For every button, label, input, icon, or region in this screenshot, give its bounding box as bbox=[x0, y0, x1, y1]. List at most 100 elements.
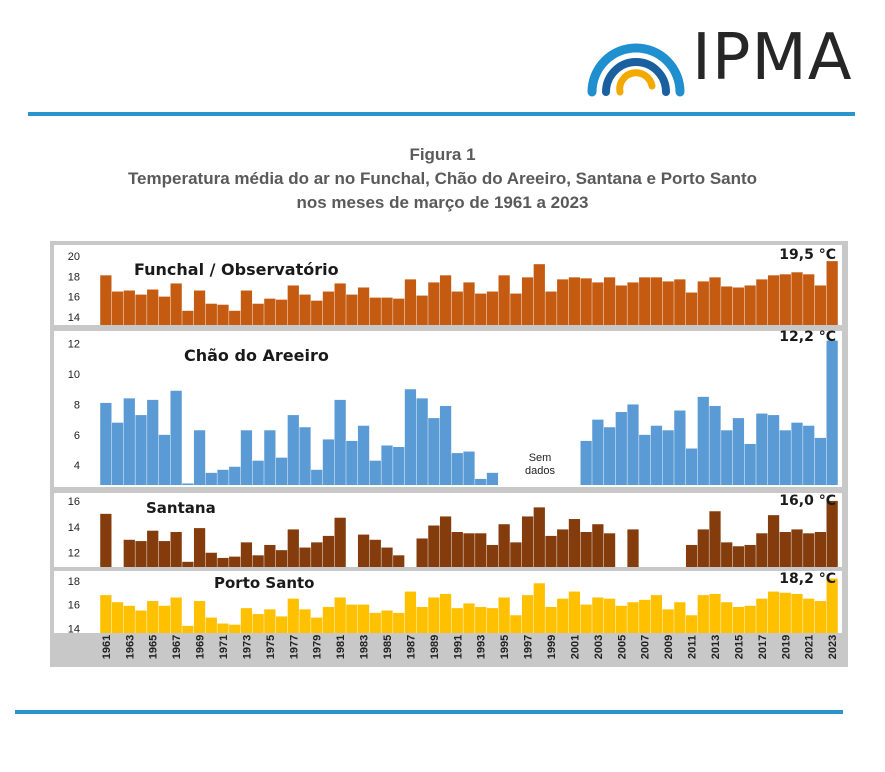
porto-santo-bar-1998 bbox=[533, 583, 545, 633]
chao-do-areeiro-bar-1989 bbox=[428, 418, 440, 485]
x-tick-1979: 1979 bbox=[312, 635, 324, 659]
chao-do-areeiro-bar-2007 bbox=[639, 434, 651, 485]
x-tick-2007: 2007 bbox=[640, 635, 652, 659]
bottom-divider bbox=[15, 710, 843, 714]
x-tick-1965: 1965 bbox=[148, 635, 160, 659]
chao-do-areeiro-bar-2021 bbox=[803, 425, 815, 485]
santana-bar-2011 bbox=[685, 544, 698, 567]
x-tick-1967: 1967 bbox=[171, 635, 183, 659]
santana-bar-1981 bbox=[334, 517, 346, 567]
top-divider bbox=[28, 112, 855, 116]
figure-title-line1: Temperatura média do ar no Funchal, Chão… bbox=[127, 169, 758, 188]
funchal-bar-1979 bbox=[311, 300, 323, 325]
funchal-bar-1976 bbox=[275, 299, 288, 325]
santana-bar-2000 bbox=[557, 529, 569, 567]
funchal-bar-1998 bbox=[533, 264, 545, 325]
santana-bar-1977 bbox=[287, 529, 299, 567]
porto-santo-bar-1979 bbox=[311, 617, 323, 633]
funchal-bar-2002 bbox=[580, 278, 592, 325]
figure-title-line2: nos meses de março de 1961 a 2023 bbox=[296, 193, 589, 212]
chao-do-areeiro-ytick: 4 bbox=[74, 460, 80, 472]
chao-do-areeiro-bar-2023 bbox=[826, 340, 838, 485]
chao-do-areeiro-bar-1988 bbox=[416, 398, 428, 485]
chao-do-areeiro-title: Chão do Areeiro bbox=[184, 346, 329, 365]
funchal-bar-1997 bbox=[521, 277, 534, 325]
santana-bar-1972 bbox=[229, 556, 241, 567]
chao-do-areeiro-bar-1966 bbox=[158, 434, 171, 485]
porto-santo-bar-1986 bbox=[393, 612, 405, 633]
porto-santo-bar-1982 bbox=[346, 604, 358, 633]
chao-do-areeiro-bar-2014 bbox=[721, 430, 733, 485]
santana-bar-1992 bbox=[463, 533, 475, 567]
funchal-bar-2003 bbox=[592, 282, 604, 325]
chao-do-areeiro-bar-1993 bbox=[475, 478, 487, 485]
chart-canvas: 14 16 18 20 Funchal / Observatório 19,5 °C 4 6 8… bbox=[68, 247, 839, 659]
funchal-bar-2014 bbox=[721, 286, 733, 325]
funchal-bar-2001 bbox=[568, 277, 581, 325]
santana-bar-2002 bbox=[580, 532, 592, 567]
santana-bar-2019 bbox=[779, 532, 791, 567]
porto-santo-bar-1966 bbox=[158, 605, 171, 633]
santana-bar-2020 bbox=[791, 529, 803, 567]
funchal-bar-2004 bbox=[603, 277, 616, 325]
chao-do-areeiro-bar-1972 bbox=[229, 466, 241, 485]
funchal-ytick: 20 bbox=[68, 251, 80, 263]
santana-bar-1990 bbox=[439, 516, 452, 567]
santana-bar-1997 bbox=[521, 516, 534, 567]
porto-santo-bar-1964 bbox=[135, 610, 147, 633]
porto-santo-bar-1983 bbox=[357, 604, 370, 633]
x-tick-2013: 2013 bbox=[710, 635, 722, 659]
chao-do-areeiro-bar-2011 bbox=[685, 448, 698, 485]
funchal-bar-2021 bbox=[803, 274, 815, 325]
santana-bar-1999 bbox=[545, 535, 557, 567]
porto-santo-bar-2022 bbox=[814, 601, 827, 633]
porto-santo-bar-1961 bbox=[100, 595, 112, 633]
x-tick-1989: 1989 bbox=[429, 635, 441, 659]
porto-santo-bar-2004 bbox=[603, 598, 616, 633]
santana-bar-1969 bbox=[193, 528, 206, 567]
santana-bar-2012 bbox=[697, 529, 709, 567]
funchal-bar-2000 bbox=[557, 279, 569, 325]
porto-santo-bar-2007 bbox=[639, 599, 651, 633]
x-tick-1963: 1963 bbox=[124, 635, 136, 659]
porto-santo-bar-2017 bbox=[756, 598, 768, 633]
porto-santo-bar-1969 bbox=[193, 601, 206, 633]
x-tick-2019: 2019 bbox=[780, 635, 792, 659]
santana-ytick: 12 bbox=[68, 548, 80, 560]
santana-bar-1965 bbox=[147, 530, 159, 567]
porto-santo-bar-1993 bbox=[475, 606, 487, 633]
logo-text: IPMA bbox=[692, 21, 853, 95]
porto-santo-bar-1990 bbox=[439, 593, 452, 633]
x-tick-2011: 2011 bbox=[687, 635, 699, 659]
funchal-bar-1972 bbox=[229, 310, 241, 325]
funchal-max-label: 19,5 °C bbox=[779, 247, 836, 263]
santana-bar-1994 bbox=[486, 544, 499, 567]
chao-do-areeiro-bar-1975 bbox=[264, 430, 276, 485]
x-tick-2005: 2005 bbox=[616, 635, 628, 659]
porto-santo-bar-2006 bbox=[627, 602, 639, 633]
porto-santo-bar-2011 bbox=[685, 615, 698, 633]
funchal-bar-1962 bbox=[111, 291, 124, 325]
porto-santo-bar-1965 bbox=[147, 601, 159, 633]
porto-santo-bar-2002 bbox=[580, 604, 592, 633]
funchal-bar-2007 bbox=[639, 277, 651, 325]
santana-bar-1967 bbox=[170, 532, 182, 567]
santana-bar-1988 bbox=[416, 538, 428, 567]
chao-do-areeiro-bar-1979 bbox=[311, 469, 323, 485]
porto-santo-bar-1967 bbox=[170, 597, 182, 633]
porto-santo-bar-2009 bbox=[662, 609, 674, 633]
chao-do-areeiro-annotation: Sem bbox=[529, 452, 552, 464]
funchal-bar-1961 bbox=[100, 275, 112, 325]
chao-do-areeiro-bar-1984 bbox=[369, 460, 381, 485]
chao-do-areeiro-bar-2016 bbox=[744, 443, 756, 485]
porto-santo-bar-1994 bbox=[486, 608, 499, 633]
porto-santo-bar-1996 bbox=[510, 615, 522, 633]
chao-do-areeiro-bar-2020 bbox=[791, 422, 803, 485]
santana-bar-1989 bbox=[428, 525, 440, 567]
santana-bar-1986 bbox=[393, 555, 405, 567]
x-tick-1973: 1973 bbox=[241, 635, 253, 659]
funchal-bar-2015 bbox=[732, 287, 745, 325]
funchal-bar-1996 bbox=[510, 293, 522, 325]
santana-bar-1984 bbox=[369, 539, 381, 567]
funchal-bar-1975 bbox=[264, 298, 276, 325]
